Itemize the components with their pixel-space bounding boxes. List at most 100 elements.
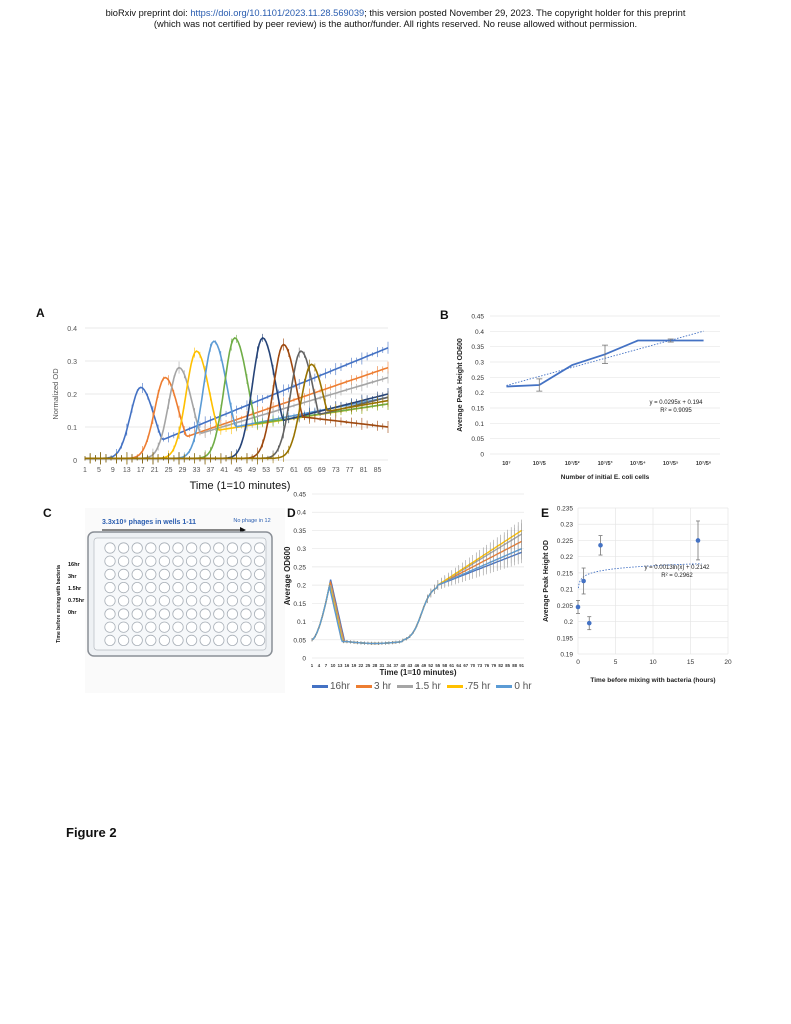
row-label: 1.5hr <box>68 586 82 592</box>
x-tick-label: 70 <box>470 663 475 668</box>
x-tick-label: 10⁷/5⁶ <box>696 461 712 467</box>
y-tick-label: 0.195 <box>557 635 574 642</box>
well <box>145 542 157 554</box>
well <box>158 568 171 581</box>
trend-line <box>506 330 704 386</box>
y-tick-label: 0.25 <box>471 375 484 382</box>
x-tick-label: 15 <box>687 659 695 666</box>
well <box>104 608 116 620</box>
x-tick-label: 16 <box>345 663 350 668</box>
legend-d: 16hr 3 hr 1.5 hr .75 hr 0 hr <box>312 681 532 692</box>
y-tick-label: 0.15 <box>471 406 484 413</box>
x-tick-label: 81 <box>360 467 368 474</box>
well <box>199 634 211 646</box>
well <box>172 634 184 646</box>
series-line-a <box>85 340 389 460</box>
x-tick-label: 57 <box>276 467 284 474</box>
well <box>118 555 130 567</box>
y-tick-label: 0.19 <box>560 652 573 659</box>
row-label: 0hr <box>68 610 77 616</box>
x-tick-label: 64 <box>456 663 461 668</box>
legend-label: 16hr <box>330 681 351 692</box>
x-tick-label: 17 <box>137 467 145 474</box>
well <box>104 621 116 633</box>
x-tick-label: 29 <box>179 467 187 474</box>
y-tick-label: 0.225 <box>557 538 574 545</box>
well <box>158 634 171 646</box>
well <box>254 595 266 607</box>
plate-inner <box>93 537 267 651</box>
well <box>118 595 130 607</box>
x-tick-label: 85 <box>505 663 510 668</box>
well <box>186 568 198 581</box>
series-line-a <box>85 343 389 460</box>
x-tick-label: 53 <box>262 467 270 474</box>
y-axis-label: Average Peak Height OD <box>543 540 550 622</box>
well <box>240 634 252 646</box>
header-prefix: bioRxiv preprint doi: <box>105 8 191 18</box>
preprint-header: bioRxiv preprint doi: https://doi.org/10… <box>0 8 791 30</box>
y-tick-label: 0.35 <box>471 344 484 351</box>
x-tick-label: 40 <box>400 663 405 668</box>
well <box>131 555 143 567</box>
well <box>213 582 225 594</box>
well <box>199 582 211 594</box>
legend-item: .75 hr <box>446 681 490 692</box>
x-tick-label: 46 <box>414 663 419 668</box>
x-tick-label: 21 <box>151 467 159 474</box>
well <box>145 634 157 646</box>
y-tick-label: 0.45 <box>293 492 306 499</box>
x-tick-label: 34 <box>386 663 391 668</box>
well <box>118 542 130 554</box>
well <box>118 568 130 581</box>
well <box>172 621 184 633</box>
well <box>158 555 171 567</box>
trend-equation: y = 0.0295x + 0.194 <box>649 400 703 406</box>
legend-swatch <box>446 684 463 688</box>
well <box>213 555 225 567</box>
well <box>131 634 143 646</box>
x-tick-label: 19 <box>352 663 357 668</box>
x-tick-label: 85 <box>374 467 382 474</box>
x-tick-label: 10⁷/5² <box>565 460 580 467</box>
x-tick-label: 76 <box>484 663 489 668</box>
well <box>213 568 225 581</box>
chart-b: 0 0.05 0.1 0.15 0.2 0.25 0.3 0.35 0.4 0.45 10⁷ 10⁷/… <box>457 314 720 481</box>
x-tick-label: 10⁷/5³ <box>598 460 613 467</box>
x-tick-label: 5 <box>614 659 618 666</box>
well <box>254 621 266 633</box>
y-tick-label: 0.4 <box>475 329 484 336</box>
x-tick-label: 37 <box>206 467 214 474</box>
x-tick-label: 7 <box>325 663 328 668</box>
y-tick-label: 0.35 <box>293 528 306 535</box>
well <box>145 582 157 594</box>
well <box>131 608 143 620</box>
y-axis-label: Average Peak Height OD600 <box>457 338 464 432</box>
legend-item: 16hr <box>312 681 350 692</box>
legend-label: 1.5 hr <box>415 681 441 692</box>
legend-swatch <box>312 684 328 688</box>
chart-a: 0 0.1 0.2 0.3 0.4 1 5 9 13 17 21 25 29 33 37 41 45 49 53 57… <box>51 326 389 492</box>
row-label: 16hr <box>68 562 80 568</box>
data-point <box>581 578 586 584</box>
x-tick-label: 10⁷/5 <box>533 461 546 467</box>
well <box>158 621 171 633</box>
doi-link[interactable]: https://doi.org/10.1101/2023.11.28.56903… <box>190 8 365 18</box>
well <box>199 555 211 567</box>
well <box>186 555 198 567</box>
x-tick-label: 13 <box>338 663 343 668</box>
figure-caption: Figure 2 <box>66 825 117 840</box>
x-tick-label: 61 <box>290 467 298 474</box>
y-tick-label: 0.1 <box>67 425 77 432</box>
y-tick-label: 0.23 <box>560 522 573 529</box>
chart-e: 0.19 0.195 0.2 0.205 0.21 0.215 0.22 0.225 0.23 0… <box>543 506 732 685</box>
well <box>226 542 238 554</box>
trend-equation: y = 0.0013ln(x) + 0.2142 <box>644 565 710 571</box>
x-tick-label: 82 <box>498 663 503 668</box>
well <box>118 608 130 620</box>
x-axis-label: Time (1=10 minutes) <box>190 480 291 492</box>
well <box>226 595 238 607</box>
well <box>104 542 116 554</box>
y-tick-label: 0.15 <box>293 601 306 608</box>
x-tick-label: 10⁷ <box>502 461 511 467</box>
